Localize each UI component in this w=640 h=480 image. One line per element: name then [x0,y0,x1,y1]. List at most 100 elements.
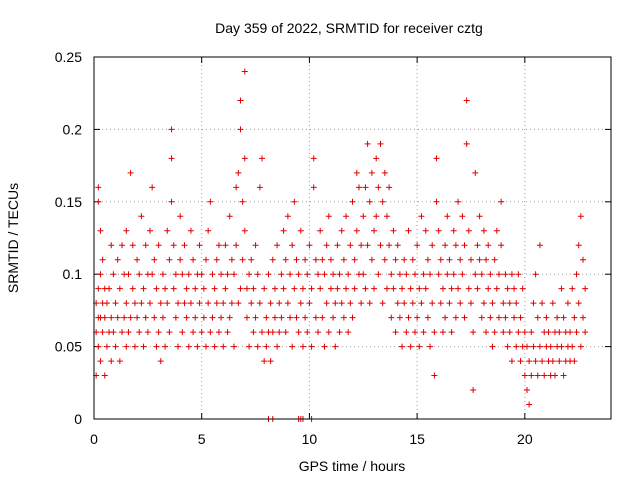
data-point [554,314,561,321]
data-point [452,314,459,321]
data-point [185,343,192,350]
data-point [485,285,492,292]
data-point [295,271,302,278]
data-point [149,271,156,278]
data-point [506,329,513,336]
data-point [347,242,354,249]
data-point [299,285,306,292]
data-point [287,271,294,278]
data-point [399,285,406,292]
data-point [523,387,530,394]
data-point [536,242,543,249]
data-point [539,300,546,307]
data-point [519,285,526,292]
data-point [177,213,184,220]
data-point [457,256,464,263]
data-point [97,227,104,234]
y-tick-label: 0.05 [55,339,82,355]
data-point [526,358,533,365]
data-point [190,256,197,263]
data-point [366,300,373,307]
data-point [422,227,429,234]
data-point [429,242,436,249]
data-point [444,271,451,278]
data-point [108,358,115,365]
data-point [327,285,334,292]
data-point [123,227,130,234]
data-point [336,271,343,278]
data-point [261,285,268,292]
data-point [560,372,567,379]
data-point [330,314,337,321]
data-point [276,300,283,307]
data-point [155,242,162,249]
data-point [151,256,158,263]
data-point [476,213,483,220]
data-point [239,198,246,205]
data-point [476,256,483,263]
data-point [123,343,130,350]
data-point [246,271,253,278]
data-point [401,300,408,307]
data-point [558,343,565,350]
data-point [101,372,108,379]
data-point [110,271,117,278]
data-point [170,242,177,249]
data-point [203,343,210,350]
data-point [119,329,126,336]
data-point [282,256,289,263]
data-point [256,300,263,307]
data-point [549,300,556,307]
data-point [504,285,511,292]
data-point [99,256,106,263]
data-point [362,184,369,191]
data-point [131,343,138,350]
data-point [317,227,324,234]
data-point [241,68,248,75]
data-point [396,314,403,321]
data-point [575,242,582,249]
data-point [377,242,384,249]
data-point [108,314,115,321]
data-point [192,314,199,321]
data-point [112,343,119,350]
data-point [248,300,255,307]
data-point [336,329,343,336]
data-point [334,285,341,292]
data-point [228,256,235,263]
data-point [420,329,427,336]
data-point [483,256,490,263]
data-point [110,329,117,336]
data-point [532,271,539,278]
data-point [211,285,218,292]
data-point [310,155,317,162]
data-point [278,271,285,278]
data-point [364,242,371,249]
data-point [162,343,169,350]
data-point [185,271,192,278]
data-point [416,285,423,292]
data-point [259,329,266,336]
data-point [271,314,278,321]
data-point [534,372,541,379]
data-point [233,242,240,249]
data-point [463,97,470,104]
data-point [498,242,505,249]
data-point [457,300,464,307]
data-point [114,256,121,263]
data-point [571,358,578,365]
data-point [319,256,326,263]
x-tick-label: 15 [409,431,425,447]
data-point [134,256,141,263]
data-point [151,314,158,321]
data-point [435,271,442,278]
data-point [517,358,524,365]
data-point [422,285,429,292]
data-point [317,285,324,292]
data-point [306,242,313,249]
data-point [472,271,479,278]
y-tick-label: 0.2 [63,121,83,137]
data-point [543,314,550,321]
data-point [338,227,345,234]
data-point [347,300,354,307]
